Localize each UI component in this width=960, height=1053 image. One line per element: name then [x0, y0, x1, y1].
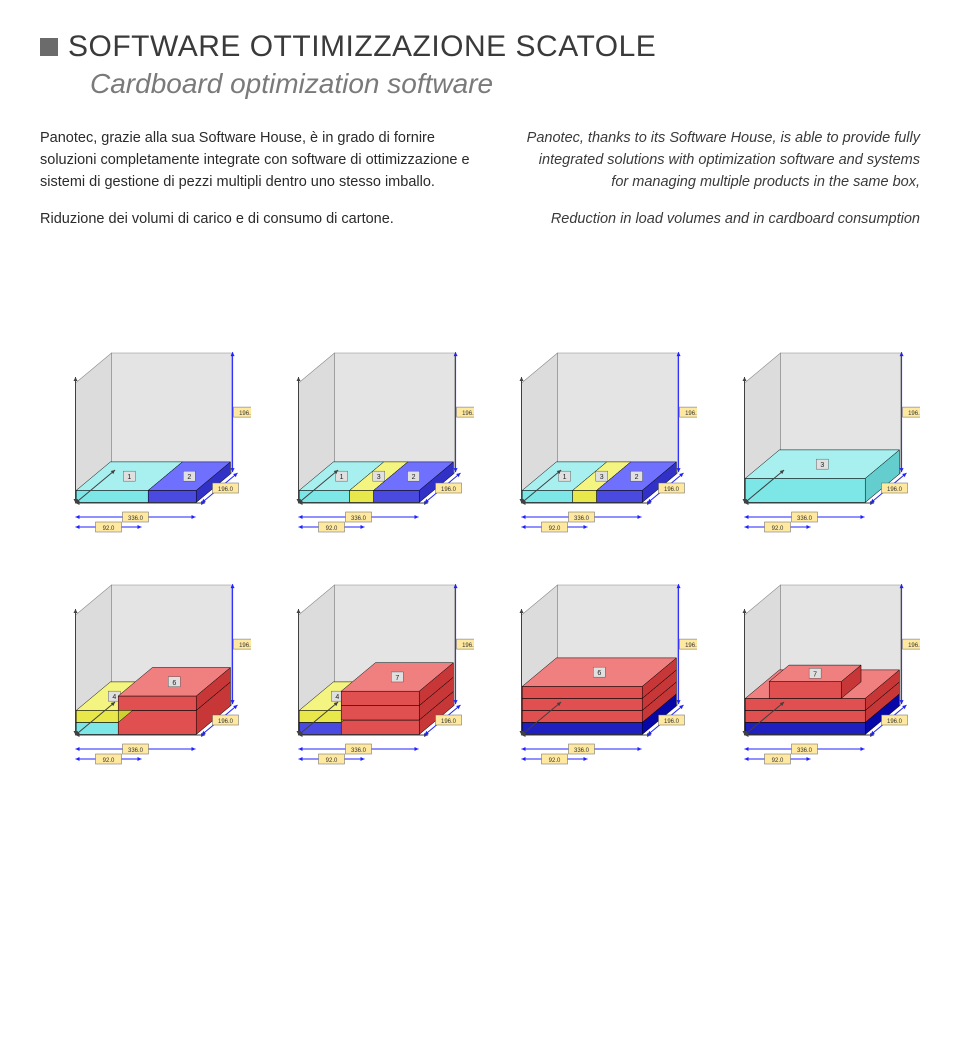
- packing-chart-2: 1 3 2 336.0 92.0 196.0 196.0: [263, 317, 474, 537]
- svg-text:3: 3: [820, 462, 824, 469]
- page-title: SOFTWARE OTTIMIZZAZIONE SCATOLE: [68, 30, 656, 64]
- english-paragraph-2: Reduction in load volumes and in cardboa…: [521, 209, 920, 231]
- svg-text:196.0: 196.0: [887, 719, 903, 725]
- svg-text:196.0: 196.0: [462, 643, 474, 649]
- svg-text:92.0: 92.0: [103, 758, 115, 764]
- chart-grid: 1 2 336.0 92.0 196.0 196.0 1 3 2 336.0 9…: [40, 317, 920, 769]
- svg-text:4: 4: [335, 694, 339, 701]
- svg-text:2: 2: [412, 474, 416, 481]
- svg-text:336.0: 336.0: [797, 516, 813, 522]
- svg-text:3: 3: [600, 474, 604, 481]
- svg-text:92.0: 92.0: [103, 526, 115, 532]
- packing-chart-3: 1 3 2 336.0 92.0 196.0 196.0: [486, 317, 697, 537]
- svg-text:3: 3: [377, 474, 381, 481]
- svg-text:196.0: 196.0: [664, 719, 680, 725]
- svg-text:336.0: 336.0: [128, 748, 144, 754]
- svg-text:92.0: 92.0: [772, 526, 784, 532]
- svg-text:196.0: 196.0: [462, 411, 474, 417]
- svg-text:196.0: 196.0: [685, 411, 697, 417]
- svg-text:196.0: 196.0: [685, 643, 697, 649]
- svg-text:92.0: 92.0: [326, 526, 338, 532]
- svg-text:6: 6: [597, 670, 601, 677]
- packing-chart-7: 3 4 5 6 336.0 92.0 196.0 196.0: [486, 549, 697, 769]
- svg-text:336.0: 336.0: [797, 748, 813, 754]
- svg-text:1: 1: [127, 474, 131, 481]
- svg-text:196.0: 196.0: [664, 487, 680, 493]
- italian-paragraph-1: Panotec, grazie alla sua Software House,…: [40, 128, 481, 193]
- svg-text:336.0: 336.0: [128, 516, 144, 522]
- svg-text:336.0: 336.0: [351, 748, 367, 754]
- svg-text:1: 1: [340, 474, 344, 481]
- svg-text:2: 2: [635, 474, 639, 481]
- svg-text:336.0: 336.0: [574, 748, 590, 754]
- svg-text:196.0: 196.0: [887, 487, 903, 493]
- svg-text:7: 7: [813, 671, 817, 678]
- svg-text:2: 2: [187, 474, 191, 481]
- svg-text:196.0: 196.0: [218, 719, 234, 725]
- packing-chart-6: 3 5 4 6 7 336.0 92.0 196.0 196.0: [263, 549, 474, 769]
- svg-text:6: 6: [172, 680, 176, 687]
- english-paragraph-1: Panotec, thanks to its Software House, i…: [521, 128, 920, 193]
- svg-text:92.0: 92.0: [772, 758, 784, 764]
- svg-text:196.0: 196.0: [441, 719, 457, 725]
- svg-text:196.0: 196.0: [239, 643, 251, 649]
- italian-column: Panotec, grazie alla sua Software House,…: [40, 128, 481, 247]
- square-bullet-icon: [40, 38, 58, 56]
- svg-text:7: 7: [395, 675, 399, 682]
- svg-text:196.0: 196.0: [218, 487, 234, 493]
- page-subtitle: Cardboard optimization software: [90, 68, 920, 100]
- svg-text:1: 1: [563, 474, 567, 481]
- title-row: SOFTWARE OTTIMIZZAZIONE SCATOLE: [40, 30, 920, 64]
- packing-chart-4: 3 336.0 92.0 196.0 196.0: [709, 317, 920, 537]
- svg-text:196.0: 196.0: [239, 411, 251, 417]
- svg-text:92.0: 92.0: [549, 758, 561, 764]
- svg-text:92.0: 92.0: [549, 526, 561, 532]
- italian-paragraph-2: Riduzione dei volumi di carico e di cons…: [40, 209, 481, 231]
- svg-text:196.0: 196.0: [441, 487, 457, 493]
- svg-text:92.0: 92.0: [326, 758, 338, 764]
- svg-text:196.0: 196.0: [908, 411, 920, 417]
- packing-chart-1: 1 2 336.0 92.0 196.0 196.0: [40, 317, 251, 537]
- english-column: Panotec, thanks to its Software House, i…: [521, 128, 920, 247]
- svg-text:336.0: 336.0: [574, 516, 590, 522]
- packing-chart-5: 3 5 4 6 336.0 92.0 196.0 196.0: [40, 549, 251, 769]
- svg-text:4: 4: [112, 694, 116, 701]
- svg-text:196.0: 196.0: [908, 643, 920, 649]
- svg-text:336.0: 336.0: [351, 516, 367, 522]
- body-columns: Panotec, grazie alla sua Software House,…: [40, 128, 920, 247]
- packing-chart-8: 3 4 5 7 336.0 92.0 196.0 196.0: [709, 549, 920, 769]
